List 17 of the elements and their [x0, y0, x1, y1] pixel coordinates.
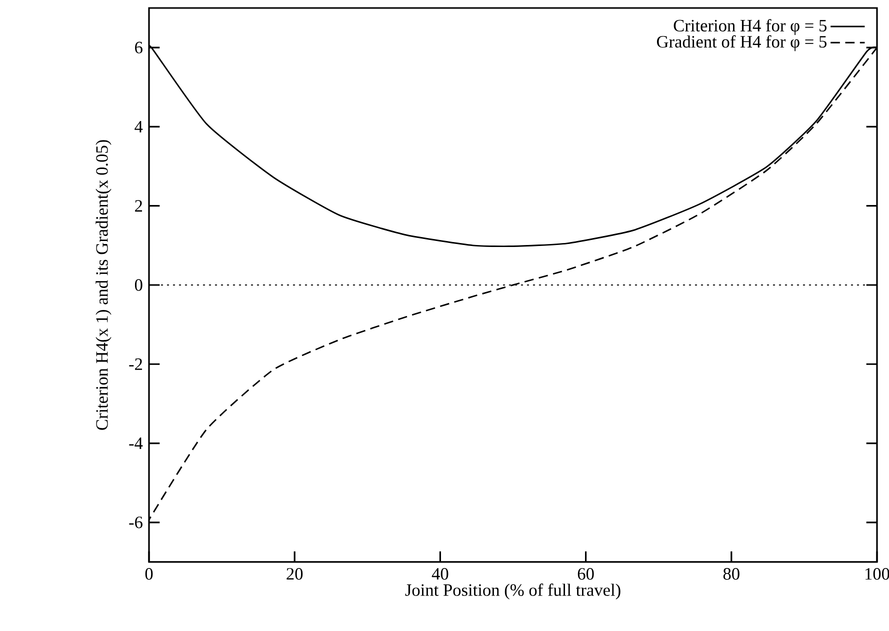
y-tick-label: -6	[129, 516, 142, 528]
y-tick-label: 0	[134, 279, 142, 291]
y-tick-label: -2	[129, 358, 142, 370]
x-tick-label: 40	[432, 568, 448, 580]
x-tick-label: 100	[866, 568, 889, 580]
y-tick-label: 6	[135, 42, 142, 54]
x-tick-label: 60	[578, 568, 594, 580]
x-tick-label: 20	[286, 568, 303, 580]
y-tick-label: 4	[134, 120, 143, 132]
legend-label: Gradient of H4 for φ = 5	[656, 35, 826, 52]
legend-label: Criterion H4 for φ = 5	[674, 19, 826, 36]
x-tick-label: 0	[145, 568, 153, 580]
y-axis-title: Criterion H4(x 1) and its Gradient(x 0.05)	[96, 140, 112, 430]
y-tick-label: -4	[129, 438, 143, 449]
x-tick-label: 80	[723, 568, 740, 580]
x-axis-title: Joint Position (% of full travel)	[405, 584, 620, 600]
y-tick-label: 2	[135, 200, 142, 212]
